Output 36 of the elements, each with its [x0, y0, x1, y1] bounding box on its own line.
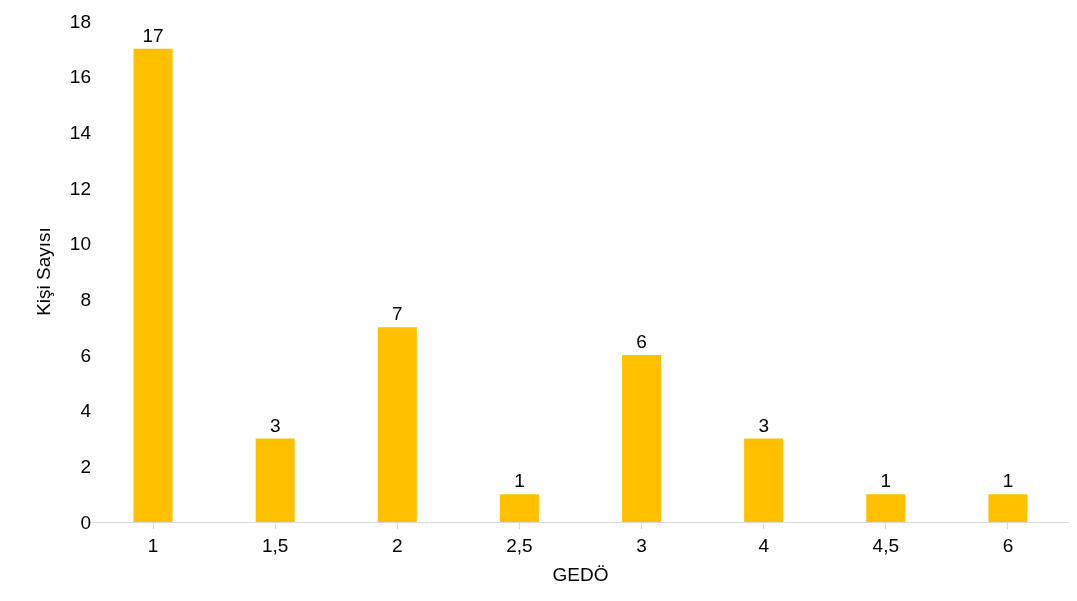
data-label: 17 [142, 24, 164, 46]
x-tick-label: 4,5 [872, 534, 900, 556]
y-tick-label: 4 [80, 400, 92, 422]
x-tick-label: 3 [636, 534, 647, 556]
x-tick-label: 2 [392, 534, 403, 556]
x-tick-label: 4 [758, 534, 770, 556]
bar [988, 494, 1028, 522]
y-tick-label: 10 [69, 233, 91, 255]
x-tick-label: 6 [1002, 534, 1014, 556]
data-label: 1 [880, 470, 892, 492]
y-axis-title: Kişi Sayısı [32, 227, 54, 316]
bar [744, 438, 784, 522]
data-label: 1 [1002, 470, 1014, 492]
y-tick-label: 8 [80, 288, 91, 310]
y-tick-label: 6 [80, 344, 91, 366]
y-tick-label: 18 [69, 10, 91, 32]
data-label: 1 [514, 470, 525, 492]
y-tick-label: 2 [80, 455, 91, 477]
data-label: 3 [269, 414, 281, 436]
bar [377, 327, 417, 522]
x-tick-label: 2,5 [506, 534, 533, 556]
y-tick-label: 14 [69, 121, 92, 143]
bar [255, 438, 295, 522]
bar [499, 494, 539, 522]
x-tick-label: 1 [147, 534, 159, 556]
bar [133, 48, 173, 522]
bar [622, 355, 662, 522]
bar [866, 494, 906, 522]
y-tick-label: 0 [80, 511, 91, 533]
x-axis-title: GEDÖ [552, 563, 609, 585]
data-label: 7 [392, 303, 403, 325]
y-tick-label: 16 [69, 66, 91, 88]
y-tick-label: 12 [69, 177, 91, 199]
data-label: 6 [636, 331, 647, 352]
data-label: 3 [758, 414, 769, 436]
x-tick-label: 1,5 [261, 534, 289, 556]
